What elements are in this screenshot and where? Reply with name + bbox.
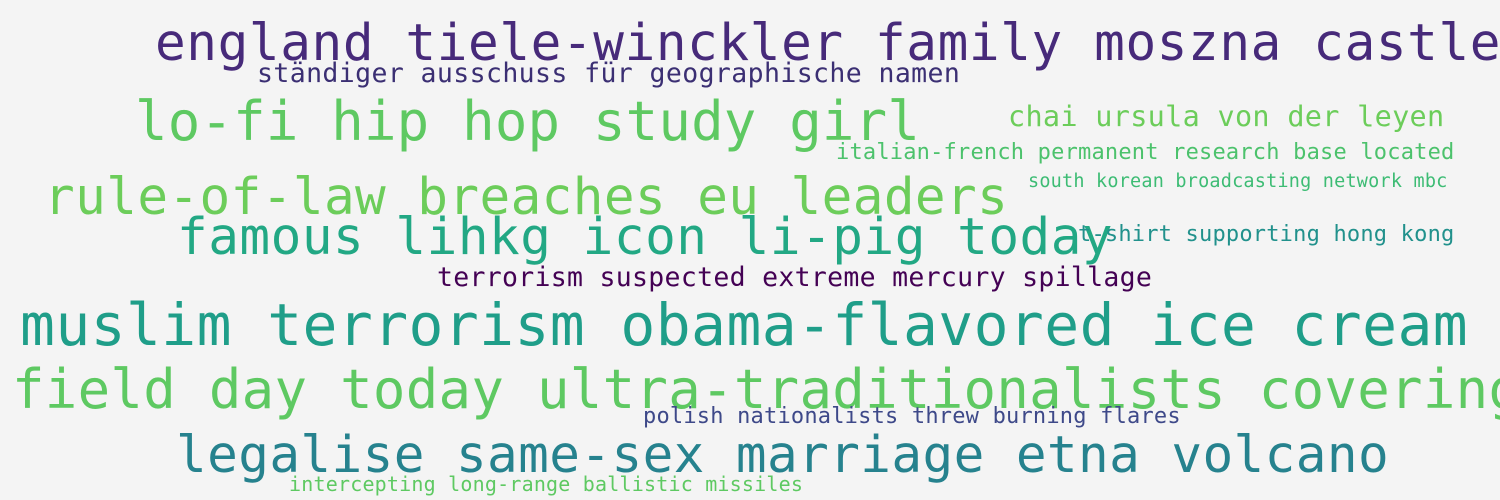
- cloud-phrase-ballistic-missiles: intercepting long-range ballistic missil…: [289, 472, 804, 496]
- cloud-phrase-mercury-spillage: terrorism suspected extreme mercury spil…: [437, 262, 1153, 293]
- cloud-phrase-famous-lihkg: famous lihkg icon li-pig today: [177, 208, 1114, 267]
- cloud-phrase-muslim-terrorism: muslim terrorism obama-flavored ice crea…: [20, 291, 1469, 359]
- cloud-phrase-italian-french-base: italian-french permanent research base l…: [836, 140, 1455, 165]
- cloud-phrase-polish-nationalists: polish nationalists threw burning flares: [643, 404, 1181, 429]
- cloud-phrase-legalise-same-sex: legalise same-sex marriage etna volcano: [176, 426, 1390, 485]
- cloud-phrase-chai-ursula: chai ursula von der leyen: [1008, 100, 1445, 133]
- cloud-phrase-t-shirt-hong-kong: t-shirt supporting hong kong: [1078, 222, 1455, 247]
- cloud-phrase-field-day: field day today ultra-traditionalists co…: [12, 358, 1500, 421]
- cloud-phrase-england-tiele-winckler: england tiele-winckler family moszna cas…: [155, 14, 1500, 73]
- cloud-phrase-standiger-ausschuss: ständiger ausschuss für geographische na…: [257, 58, 961, 89]
- cloud-phrase-lo-fi-hip-hop: lo-fi hip hop study girl: [135, 90, 921, 153]
- cloud-phrase-rule-of-law: rule-of-law breaches eu leaders: [44, 168, 1009, 227]
- cloud-phrase-south-korean-mbc: south korean broadcasting network mbc: [1028, 171, 1448, 192]
